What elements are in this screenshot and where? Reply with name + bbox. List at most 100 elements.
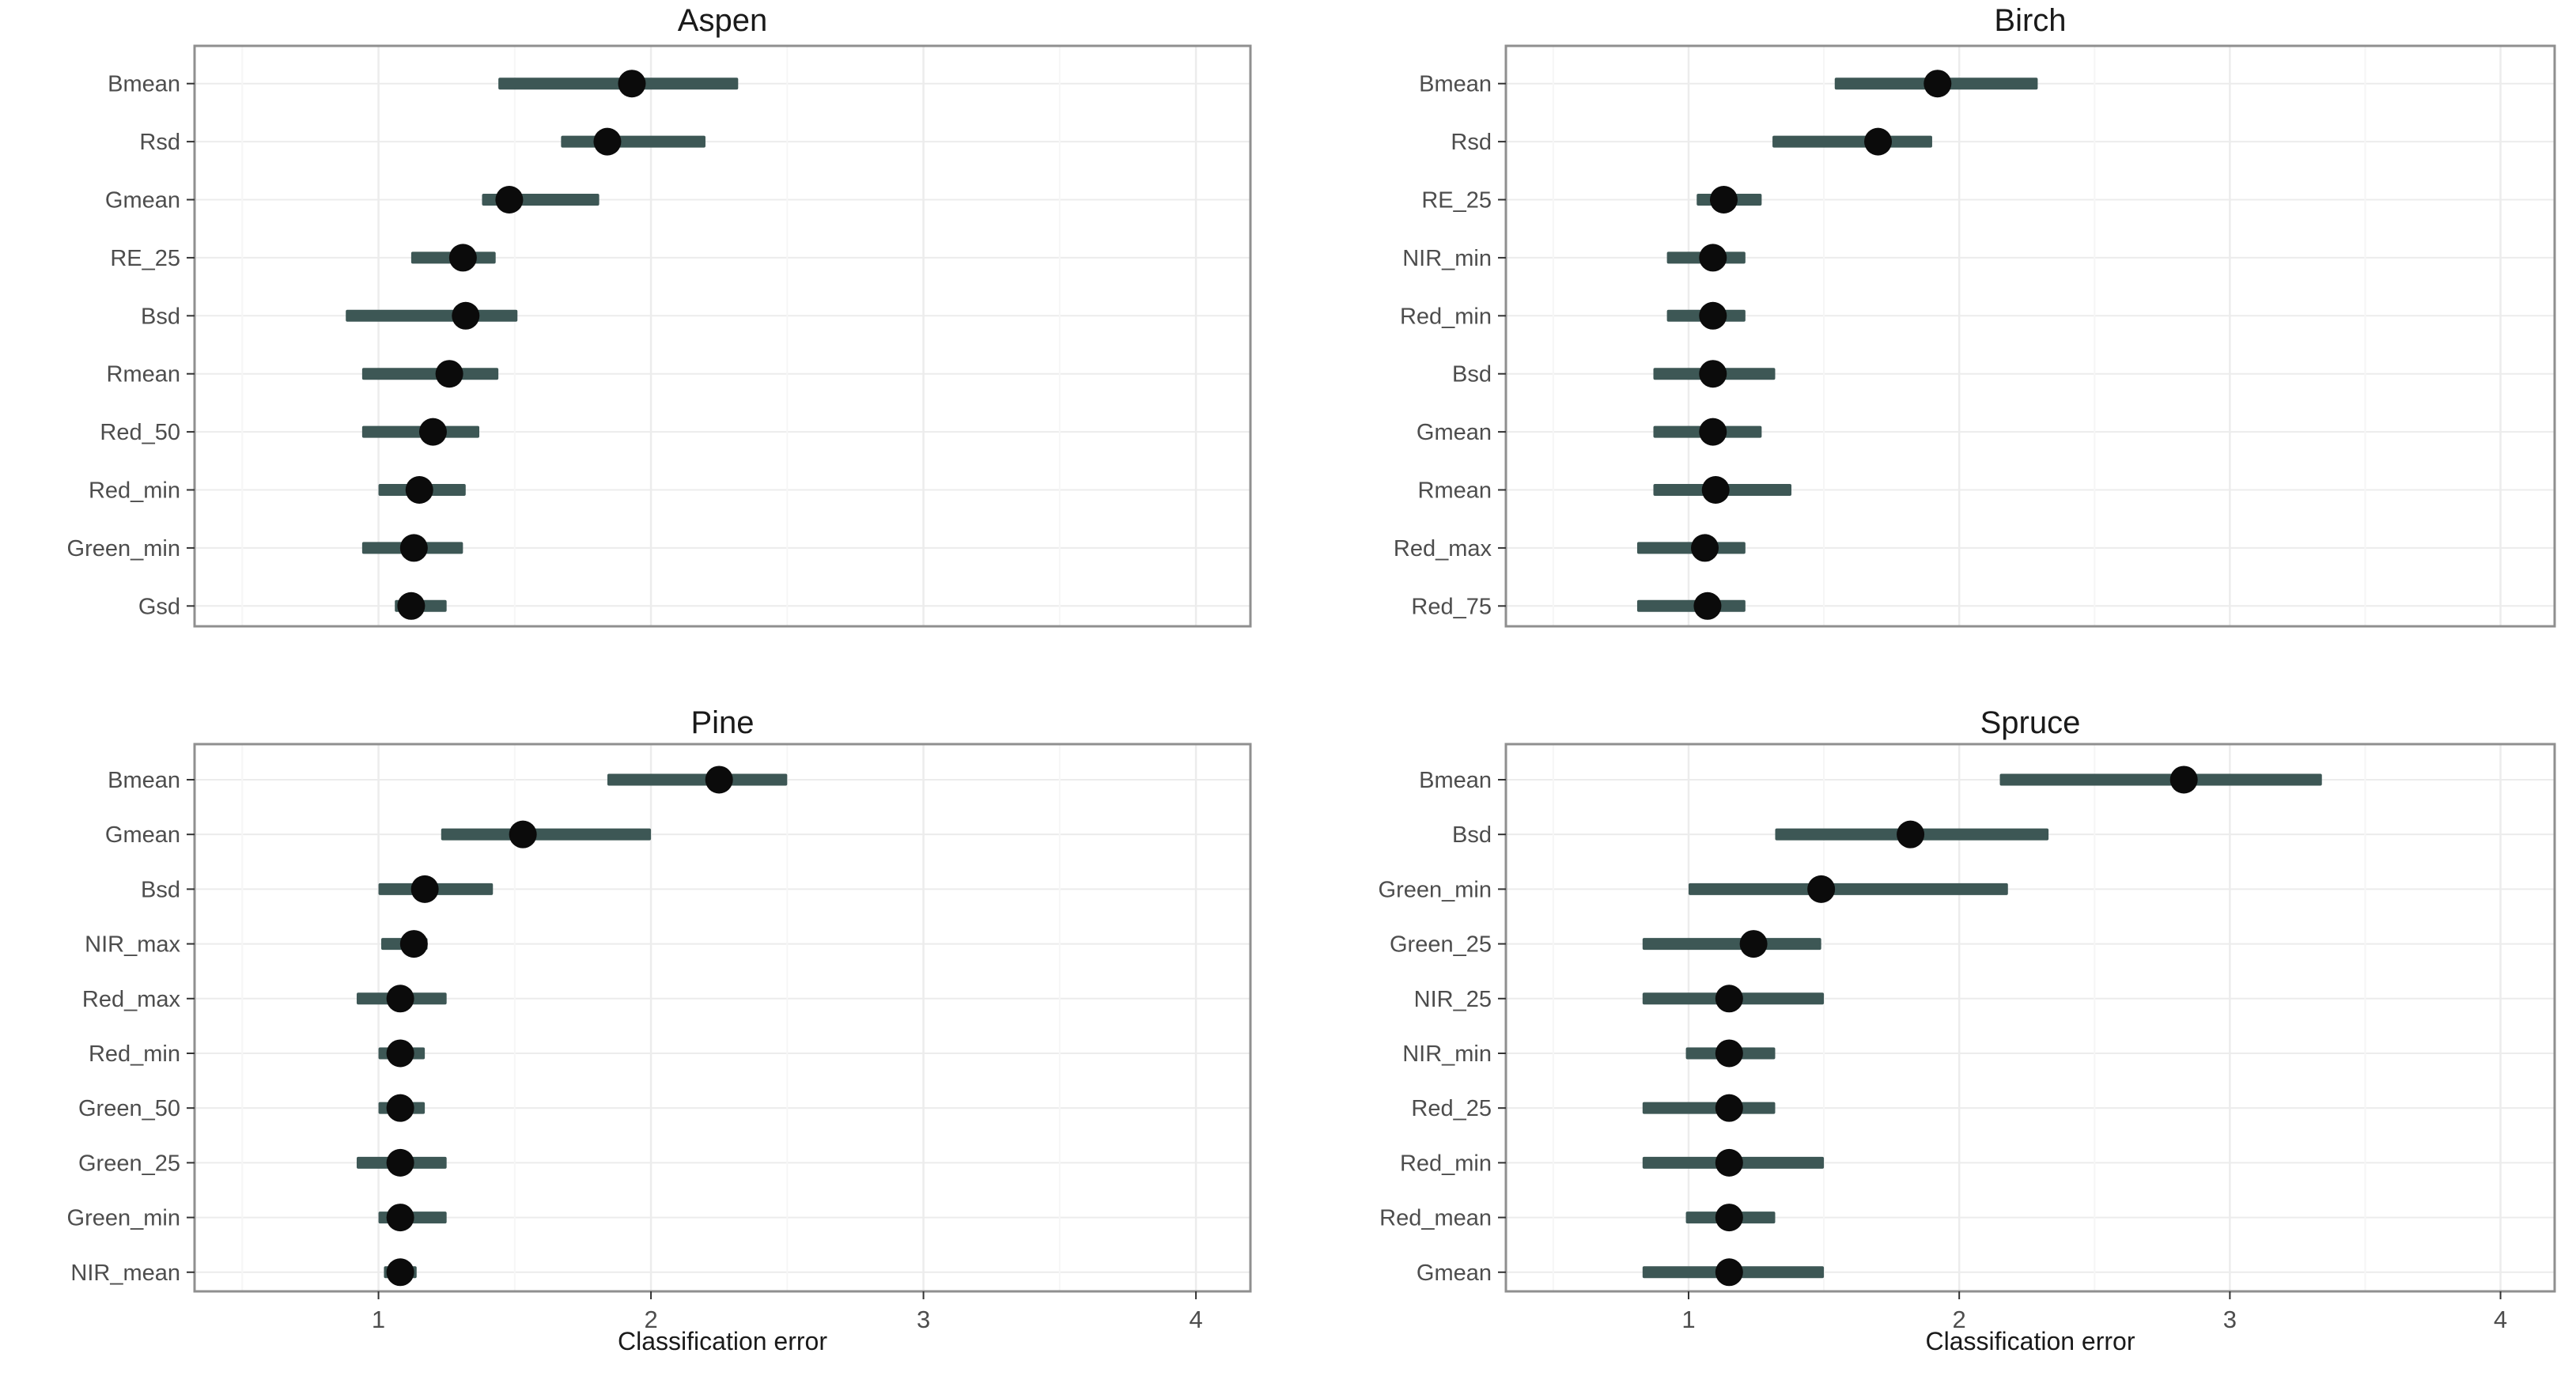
x-tick-label: 3 — [917, 1306, 930, 1333]
point — [386, 1148, 414, 1177]
y-tick-label: Gsd — [138, 594, 180, 619]
point — [1715, 1204, 1743, 1232]
y-tick-label: NIR_min — [1402, 1041, 1492, 1067]
error-bar — [607, 773, 788, 786]
y-tick-label: RE_25 — [1421, 188, 1492, 214]
point — [386, 1094, 414, 1122]
point — [448, 244, 477, 272]
y-tick-label: Red_mean — [1379, 1206, 1492, 1231]
y-tick-label: Red_min — [89, 478, 180, 504]
point — [397, 592, 426, 620]
point — [1699, 244, 1727, 272]
point — [1701, 476, 1730, 505]
y-tick-label: Rsd — [1451, 130, 1492, 155]
point — [1709, 186, 1738, 214]
y-tick-label: Gmean — [1417, 420, 1492, 445]
x-tick-label: 1 — [1681, 1306, 1695, 1333]
y-tick-label: Red_50 — [100, 420, 180, 445]
error-bar — [1642, 938, 1821, 951]
y-tick-label: Bmean — [108, 768, 180, 793]
y-tick-label: Red_min — [1400, 1151, 1492, 1176]
point — [618, 70, 646, 98]
y-tick-label: Green_min — [67, 1206, 180, 1231]
point — [2169, 765, 2198, 794]
y-tick-label: Green_min — [1379, 877, 1492, 902]
point — [1693, 592, 1722, 620]
y-tick-label: Red_min — [89, 1041, 180, 1067]
panel-border — [193, 743, 1252, 1293]
facet-pine: Pine Bmean Gmean Bsd NIR_max Red_max Red_min G… — [0, 696, 1297, 1391]
y-tick-label: Red_max — [1394, 536, 1492, 561]
point — [1807, 875, 1836, 903]
y-tick-label: Green_50 — [78, 1096, 180, 1121]
error-bar — [1688, 883, 2008, 895]
y-tick-label: Bsd — [141, 877, 180, 902]
panel-border — [193, 44, 1252, 628]
point — [1897, 820, 1925, 849]
y-tick-label: Bmean — [108, 72, 180, 97]
point — [1699, 301, 1727, 330]
point — [509, 820, 537, 849]
panel-plot-aspen: Bmean Rsd Gmean RE_25 Bsd Rmean Red_50 Red_min G… — [67, 44, 1252, 628]
error-bar — [1772, 135, 1932, 148]
point — [435, 360, 463, 388]
point — [495, 186, 524, 214]
x-tick-label: 3 — [2223, 1306, 2237, 1333]
y-tick-label: Gmean — [105, 822, 180, 848]
y-tick-label: RE_25 — [110, 246, 180, 271]
x-axis-title: Classification error — [618, 1327, 827, 1355]
x-axis-title: Classification error — [1925, 1327, 2135, 1355]
panel-title: Birch — [1994, 3, 2067, 38]
x-tick-label: 4 — [2494, 1306, 2507, 1333]
y-tick-label: Gmean — [105, 188, 180, 214]
panel-plot-pine: Bmean Gmean Bsd NIR_max Red_max Red_min Green_… — [67, 743, 1252, 1333]
point — [1699, 418, 1727, 446]
point — [386, 1204, 414, 1232]
y-tick-label: Red_min — [1400, 304, 1492, 329]
facet-birch: Birch Bmean Rsd RE_25 NIR_min Red_min Bsd Gmea… — [1297, 0, 2576, 696]
point — [1715, 1094, 1743, 1122]
point — [1715, 1148, 1743, 1177]
panel-title: Aspen — [677, 3, 768, 38]
error-bar — [346, 309, 518, 322]
facet-aspen: Aspen Bmean Rsd Gmean RE_25 Bsd Rmean Red_50 Re… — [0, 0, 1297, 696]
y-tick-label: Rsd — [139, 130, 180, 155]
y-tick-label: NIR_max — [85, 932, 180, 958]
y-tick-label: NIR_min — [1402, 246, 1492, 271]
x-tick-label: 2 — [644, 1306, 657, 1333]
point — [1739, 930, 1768, 958]
y-tick-label: Red_25 — [1411, 1096, 1492, 1121]
y-tick-label: Rmean — [1418, 478, 1492, 504]
point — [1864, 127, 1893, 156]
y-tick-label: Rmean — [107, 362, 181, 387]
point — [386, 1039, 414, 1068]
point — [1715, 1258, 1743, 1287]
y-tick-label: Green_min — [67, 536, 180, 561]
point — [386, 985, 414, 1013]
facet-spruce: Spruce Bmean Bsd Green_min Green_25 NIR_25 NI… — [1297, 696, 2576, 1391]
error-bar — [1642, 1102, 1776, 1114]
error-bar — [1636, 599, 1746, 612]
y-tick-label: Bsd — [1452, 822, 1492, 848]
point — [399, 534, 428, 562]
error-bar — [361, 368, 499, 380]
y-tick-label: NIR_25 — [1414, 987, 1492, 1012]
panel-plot-birch: Bmean Rsd RE_25 NIR_min Red_min Bsd Gmean Rmean… — [1394, 44, 2556, 628]
panel-border — [1504, 743, 2556, 1293]
y-tick-label: Bsd — [1452, 362, 1492, 387]
error-bar — [1999, 773, 2322, 786]
point — [1699, 360, 1727, 388]
point — [1691, 534, 1719, 562]
y-tick-label: Bsd — [141, 304, 180, 329]
y-tick-label: Red_max — [82, 987, 181, 1012]
y-tick-label: Bmean — [1419, 768, 1492, 793]
point — [1715, 1039, 1743, 1068]
panel-title: Pine — [690, 705, 755, 740]
point — [418, 418, 447, 446]
point — [452, 301, 480, 330]
y-tick-label: Green_25 — [1390, 932, 1492, 958]
point — [1923, 70, 1952, 98]
point — [1715, 985, 1743, 1013]
point — [705, 765, 733, 794]
